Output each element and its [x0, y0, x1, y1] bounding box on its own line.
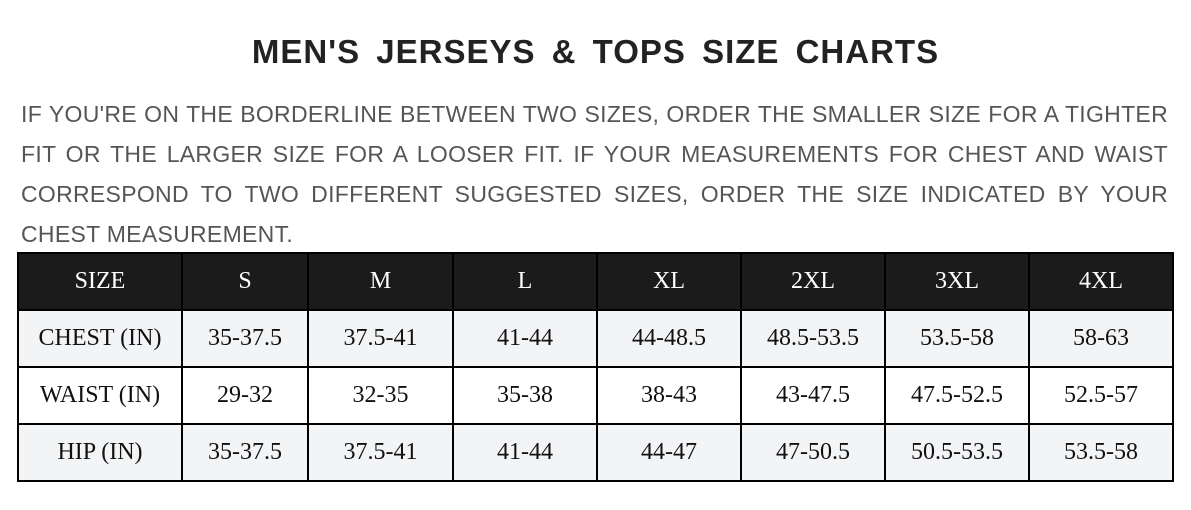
- table-cell: 29-32: [181, 366, 309, 425]
- table-header-row: SIZE S M L XL 2XL 3XL 4XL: [17, 252, 1174, 311]
- table-cell: 41-44: [452, 423, 598, 482]
- table-cell: 32-35: [307, 366, 454, 425]
- table-cell: 44-48.5: [596, 309, 742, 368]
- table-cell: 37.5-41: [307, 423, 454, 482]
- column-header: L: [452, 252, 598, 311]
- table-cell: 50.5-53.5: [884, 423, 1030, 482]
- table-cell: 53.5-58: [1028, 423, 1174, 482]
- table-cell: 44-47: [596, 423, 742, 482]
- table-cell: 41-44: [452, 309, 598, 368]
- column-header: M: [307, 252, 454, 311]
- table-cell: 38-43: [596, 366, 742, 425]
- size-chart-table: SIZE S M L XL 2XL 3XL 4XL CHEST (IN) 35-37.5 37.5…: [17, 252, 1174, 482]
- table-cell: 47.5-52.5: [884, 366, 1030, 425]
- column-header: SIZE: [17, 252, 183, 311]
- table-row: HIP (IN) 35-37.5 37.5-41 41-44 44-47 47-50.5 5…: [17, 423, 1174, 482]
- table-cell: 43-47.5: [740, 366, 886, 425]
- table-cell: 35-38: [452, 366, 598, 425]
- column-header: S: [181, 252, 309, 311]
- table-cell: 53.5-58: [884, 309, 1030, 368]
- sizing-note: IF YOU'RE ON THE BORDERLINE BETWEEN TWO …: [21, 101, 1168, 247]
- column-header: 4XL: [1028, 252, 1174, 311]
- column-header: 2XL: [740, 252, 886, 311]
- table-row: CHEST (IN) 35-37.5 37.5-41 41-44 44-48.5 48.5…: [17, 309, 1174, 368]
- row-label: CHEST (IN): [17, 309, 183, 368]
- table-cell: 58-63: [1028, 309, 1174, 368]
- page-title: MEN'S JERSEYS & TOPS SIZE CHARTS: [251, 33, 940, 70]
- table-cell: 48.5-53.5: [740, 309, 886, 368]
- table-cell: 35-37.5: [181, 309, 309, 368]
- table-row: WAIST (IN) 29-32 32-35 35-38 38-43 43-47.5 47.…: [17, 366, 1174, 425]
- column-header: 3XL: [884, 252, 1030, 311]
- table-cell: 37.5-41: [307, 309, 454, 368]
- table-cell: 35-37.5: [181, 423, 309, 482]
- row-label: WAIST (IN): [17, 366, 183, 425]
- table-cell: 52.5-57: [1028, 366, 1174, 425]
- row-label: HIP (IN): [17, 423, 183, 482]
- column-header: XL: [596, 252, 742, 311]
- table-cell: 47-50.5: [740, 423, 886, 482]
